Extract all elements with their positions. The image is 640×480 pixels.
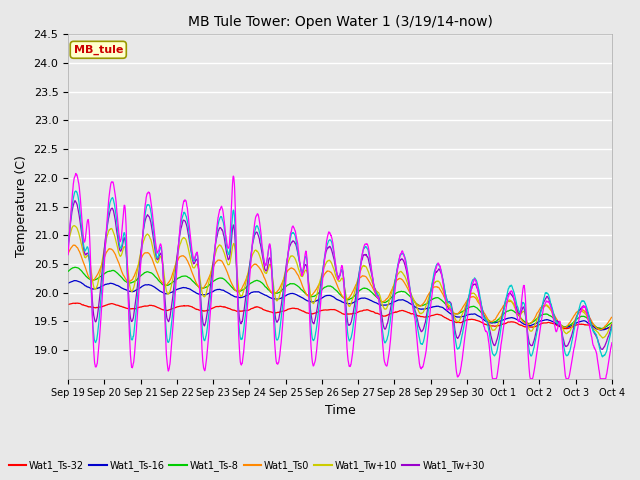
- Y-axis label: Temperature (C): Temperature (C): [15, 156, 28, 257]
- X-axis label: Time: Time: [324, 404, 355, 417]
- Legend: Wat1_Tw+50, Wat1_Tw100: Wat1_Tw+50, Wat1_Tw100: [5, 476, 181, 480]
- Title: MB Tule Tower: Open Water 1 (3/19/14-now): MB Tule Tower: Open Water 1 (3/19/14-now…: [188, 15, 493, 29]
- Legend: Wat1_Ts-32, Wat1_Ts-16, Wat1_Ts-8, Wat1_Ts0, Wat1_Tw+10, Wat1_Tw+30: Wat1_Ts-32, Wat1_Ts-16, Wat1_Ts-8, Wat1_…: [5, 456, 488, 475]
- Text: MB_tule: MB_tule: [74, 45, 123, 55]
